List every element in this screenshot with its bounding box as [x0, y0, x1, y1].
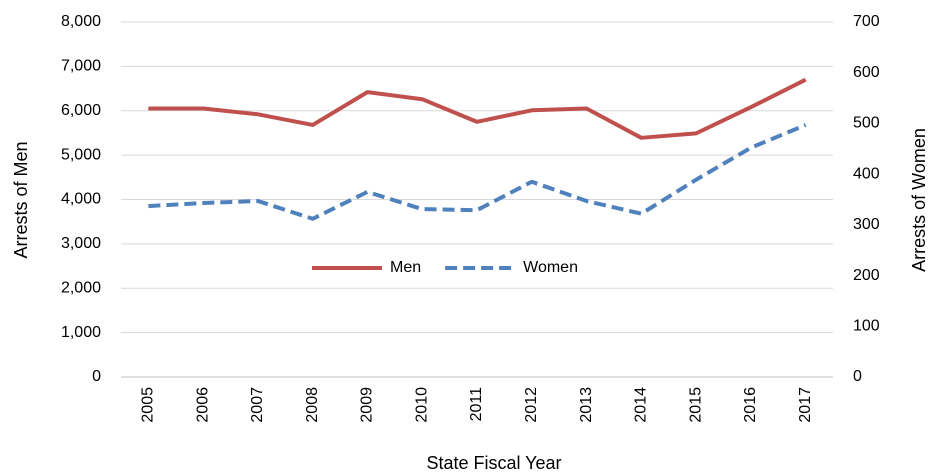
- y-tick-label: 0: [92, 368, 101, 385]
- y2-axis-title: Arrests of Women: [909, 128, 929, 272]
- y-tick-label: 6,000: [61, 102, 101, 119]
- legend-label: Women: [523, 259, 578, 276]
- y-tick-label: 1,000: [61, 324, 101, 341]
- x-tick-label: 2010: [413, 387, 430, 423]
- x-tick-label: 2008: [304, 387, 321, 423]
- x-tick-label: 2015: [687, 387, 704, 423]
- y2-tick-label: 700: [853, 13, 880, 30]
- series-line: [148, 77, 807, 140]
- y2-tick-label: 300: [853, 216, 880, 233]
- x-tick-label: 2006: [194, 387, 211, 423]
- series-line: [148, 123, 807, 221]
- x-tick-label: 2012: [523, 387, 540, 423]
- x-tick-label: 2011: [468, 387, 485, 422]
- x-tick-label: 2016: [742, 387, 759, 423]
- x-tick-label: 2007: [249, 387, 266, 423]
- y-tick-label: 3,000: [61, 235, 101, 252]
- y2-tick-label: 0: [853, 368, 862, 385]
- y-tick-label: 5,000: [61, 146, 101, 163]
- y-tick-label: 2,000: [61, 279, 101, 296]
- legend-label: Men: [390, 259, 421, 276]
- y-tick-label: 8,000: [61, 13, 101, 30]
- x-tick-label: 2009: [359, 387, 376, 423]
- y2-tick-label: 100: [853, 318, 880, 335]
- y-tick-label: 7,000: [61, 58, 101, 75]
- x-tick-label: 2017: [797, 387, 814, 423]
- x-axis-title: State Fiscal Year: [426, 453, 561, 473]
- x-tick-label: 2005: [140, 387, 157, 423]
- x-tick-label: 2013: [578, 387, 595, 423]
- y2-tick-label: 500: [853, 115, 880, 132]
- y2-tick-label: 200: [853, 267, 880, 284]
- y2-tick-label: 600: [853, 64, 880, 81]
- y-axis-title: Arrests of Men: [11, 141, 31, 258]
- y-tick-label: 4,000: [61, 191, 101, 208]
- x-tick-label: 2014: [633, 387, 650, 423]
- y2-tick-label: 400: [853, 165, 880, 182]
